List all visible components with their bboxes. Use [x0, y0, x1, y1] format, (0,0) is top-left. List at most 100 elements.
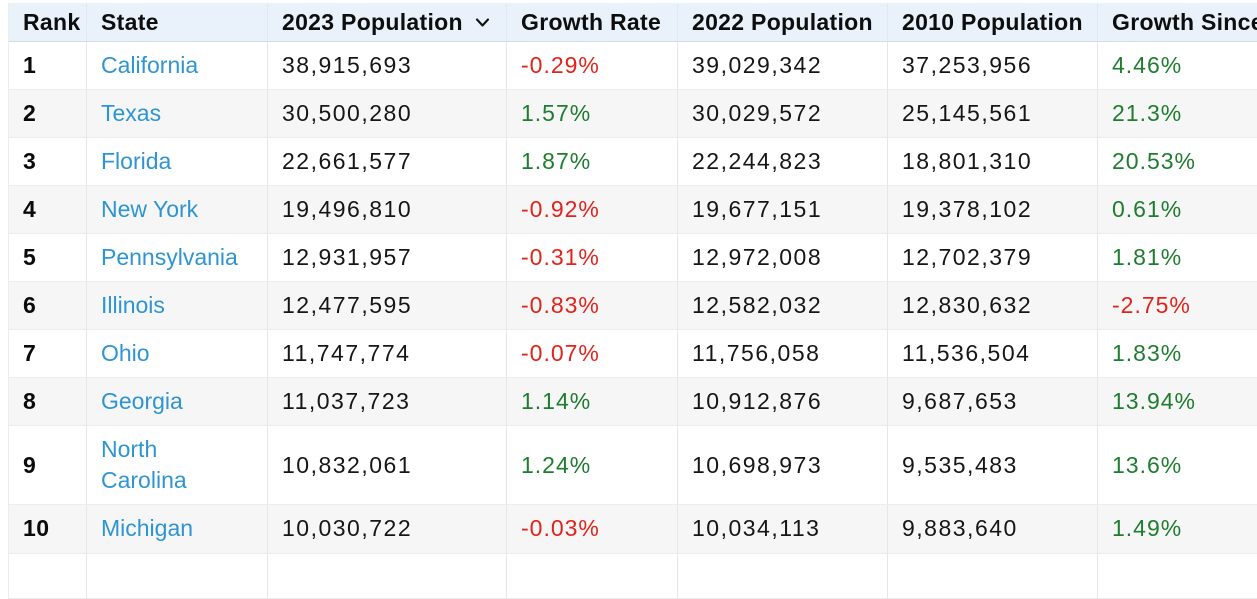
state-link[interactable]: Texas: [101, 100, 162, 127]
population-value: 38,915,693: [282, 52, 413, 79]
partial-next-row: [9, 553, 1257, 599]
cell-state: Pennsylvania: [87, 234, 268, 282]
cell-pop2010: 11,536,504: [888, 330, 1098, 378]
state-link[interactable]: North Carolina: [101, 436, 187, 494]
population-value: 9,687,653: [902, 388, 1018, 415]
column-header-rank[interactable]: Rank: [9, 3, 87, 41]
population-value: 19,677,151: [692, 196, 823, 223]
cell-pop2010: 9,535,483: [888, 426, 1098, 505]
cell-state: Illinois: [87, 282, 268, 330]
growth-rate-value: -0.31%: [521, 244, 600, 271]
cell-state: Texas: [87, 90, 268, 138]
cell-pop2022: 22,244,823: [678, 138, 888, 186]
state-link[interactable]: Pennsylvania: [101, 244, 238, 271]
table-row: 1 California 38,915,693 -0.29% 39,029,342 37,…: [9, 42, 1257, 91]
population-value: 12,972,008: [692, 244, 823, 271]
cell-state: New York: [87, 186, 268, 234]
column-header-2010-population[interactable]: 2010 Population: [888, 3, 1098, 41]
column-header-label: State: [101, 8, 159, 35]
cell-pop2022: 10,034,113: [678, 505, 888, 553]
cell-pop2023: 38,915,693: [268, 42, 507, 90]
cell-state: Georgia: [87, 378, 268, 426]
cell-growthRate: -0.29%: [507, 42, 678, 90]
cell-pop2022: 30,029,572: [678, 90, 888, 138]
growth-since-value: 20.53%: [1112, 148, 1197, 175]
population-table: Rank State 2023 Population Growth Rate 2…: [8, 3, 1257, 599]
rank-value: 1: [23, 52, 37, 79]
cell-growthSince: 20.53%: [1098, 138, 1257, 185]
rank-value: 7: [23, 340, 37, 367]
column-header-2023-population[interactable]: 2023 Population: [268, 3, 507, 41]
growth-since-value: 13.94%: [1112, 388, 1197, 415]
population-value: 9,535,483: [902, 451, 1018, 478]
cell-pop2023: 11,747,774: [268, 330, 507, 378]
cell-rank: 4: [9, 186, 87, 234]
table-row: 4 New York 19,496,810 -0.92% 19,677,151 19,37…: [9, 186, 1257, 235]
rank-value: 10: [23, 515, 50, 542]
column-header-state[interactable]: State: [87, 3, 268, 41]
state-link[interactable]: California: [101, 52, 199, 78]
table-row: 2 Texas 30,500,280 1.57% 30,029,572 25,145,56…: [9, 90, 1257, 139]
cell-pop2022: 11,756,058: [678, 330, 888, 378]
growth-since-value: 4.46%: [1112, 52, 1183, 79]
state-link[interactable]: Michigan: [101, 515, 194, 542]
column-header-growth-since[interactable]: Growth Since: [1098, 3, 1257, 41]
state-link[interactable]: New York: [101, 196, 199, 223]
state-link[interactable]: Florida: [101, 148, 172, 175]
cell-pop2010: 25,145,561: [888, 90, 1098, 138]
cell-growthRate: 1.14%: [507, 378, 678, 426]
cell-growthRate: 1.24%: [507, 426, 678, 505]
population-value: 22,661,577: [282, 148, 413, 175]
cell-growthRate: 1.57%: [507, 90, 678, 138]
state-link[interactable]: Ohio: [101, 340, 150, 367]
population-value: 10,698,973: [692, 451, 823, 478]
growth-rate-value: -0.07%: [521, 340, 600, 367]
cell-growthSince: 1.49%: [1098, 505, 1257, 552]
population-value: 37,253,956: [902, 52, 1033, 79]
population-value: 39,029,342: [692, 52, 823, 79]
column-header-label: 2023 Population: [282, 8, 463, 35]
state-link[interactable]: Illinois: [101, 292, 165, 319]
column-header-growth-rate[interactable]: Growth Rate: [507, 3, 678, 41]
rank-value: 5: [23, 244, 37, 271]
population-value: 19,378,102: [902, 196, 1033, 223]
cell-pop2010: 12,702,379: [888, 234, 1098, 282]
cell-pop2023: 12,477,595: [268, 282, 507, 330]
table-row: 9 North Carolina 10,832,061 1.24% 10,698,973…: [9, 426, 1257, 506]
population-value: 9,883,640: [902, 515, 1018, 542]
growth-rate-value: -0.83%: [521, 292, 600, 319]
cell-growthSince: 4.46%: [1098, 42, 1257, 89]
growth-rate-value: 1.24%: [521, 451, 592, 478]
column-header-label: Growth Since: [1112, 8, 1257, 35]
cell-rank: 9: [9, 426, 87, 505]
population-value: 10,030,722: [282, 515, 413, 542]
cell-growthRate: 1.87%: [507, 138, 678, 186]
column-header-2022-population[interactable]: 2022 Population: [678, 3, 888, 41]
rank-value: 8: [23, 388, 37, 415]
growth-since-value: 13.6%: [1112, 451, 1183, 478]
growth-rate-value: 1.57%: [521, 100, 592, 127]
sort-chevron-down-icon: [473, 11, 492, 38]
growth-since-value: -2.75%: [1112, 292, 1191, 319]
growth-rate-value: -0.03%: [521, 515, 600, 542]
cell-rank: 1: [9, 42, 87, 90]
rank-value: 3: [23, 148, 37, 175]
cell-growthRate: -0.92%: [507, 186, 678, 234]
state-link[interactable]: Georgia: [101, 388, 183, 415]
table-row: 8 Georgia 11,037,723 1.14% 10,912,876 9,687,6…: [9, 378, 1257, 427]
cell-rank: 7: [9, 330, 87, 378]
growth-rate-value: -0.92%: [521, 196, 600, 223]
cell-growthSince: 21.3%: [1098, 90, 1257, 137]
table-header-row: Rank State 2023 Population Growth Rate 2…: [9, 3, 1257, 42]
population-value: 30,500,280: [282, 100, 413, 127]
cell-growthSince: 1.81%: [1098, 234, 1257, 281]
cell-rank: 2: [9, 90, 87, 138]
population-value: 12,477,595: [282, 292, 413, 319]
growth-since-value: 1.81%: [1112, 244, 1183, 271]
growth-since-value: 1.49%: [1112, 515, 1183, 542]
population-value: 19,496,810: [282, 196, 413, 223]
cell-rank: 10: [9, 505, 87, 553]
population-value: 10,034,113: [692, 515, 821, 542]
cell-pop2010: 9,687,653: [888, 378, 1098, 426]
cell-pop2010: 18,801,310: [888, 138, 1098, 186]
